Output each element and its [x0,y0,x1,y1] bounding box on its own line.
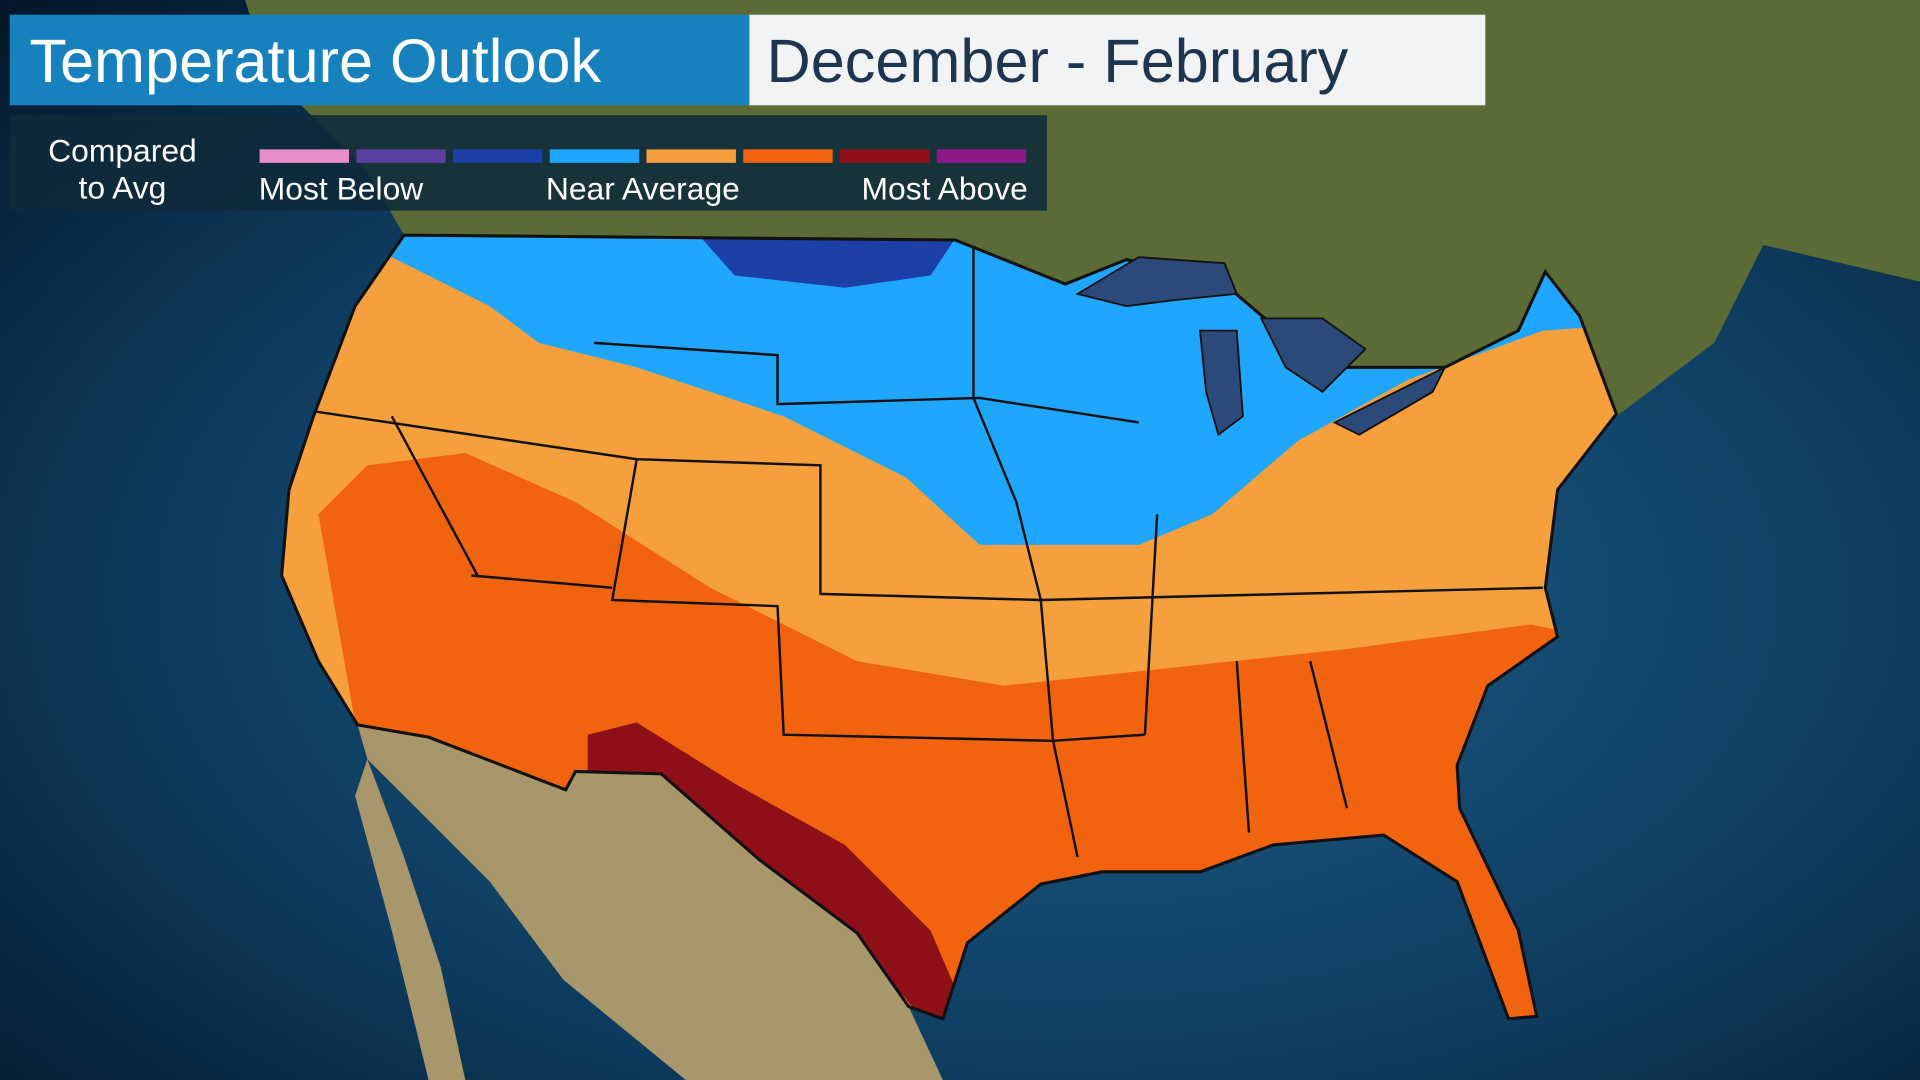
period: December - February [767,27,1349,95]
legend-title: Compared [48,133,197,169]
legend-swatch [840,149,930,163]
us-outline [280,233,1619,1021]
legend-swatch [743,149,833,163]
map-title: Temperature Outlook [29,27,601,95]
legend-swatch [646,149,736,163]
mexico-land [357,724,943,1080]
legend-title: to Avg [78,169,166,205]
legend-label: Near Average [546,171,740,207]
legend-swatch [936,149,1027,163]
legend-swatch [453,149,543,163]
legend-swatch [259,149,349,163]
baja-land [355,759,466,1080]
title-box [9,14,750,106]
legend-label: Most Above [862,171,1028,207]
great-lakes [1075,256,1447,437]
legend-label: Most Below [259,171,425,207]
legend-swatches: Most Below Near Average Most Above [259,149,1028,207]
state-lines [305,244,1543,858]
legend-swatch [356,149,446,163]
period-box [749,14,1486,106]
legend-swatch [549,149,640,163]
